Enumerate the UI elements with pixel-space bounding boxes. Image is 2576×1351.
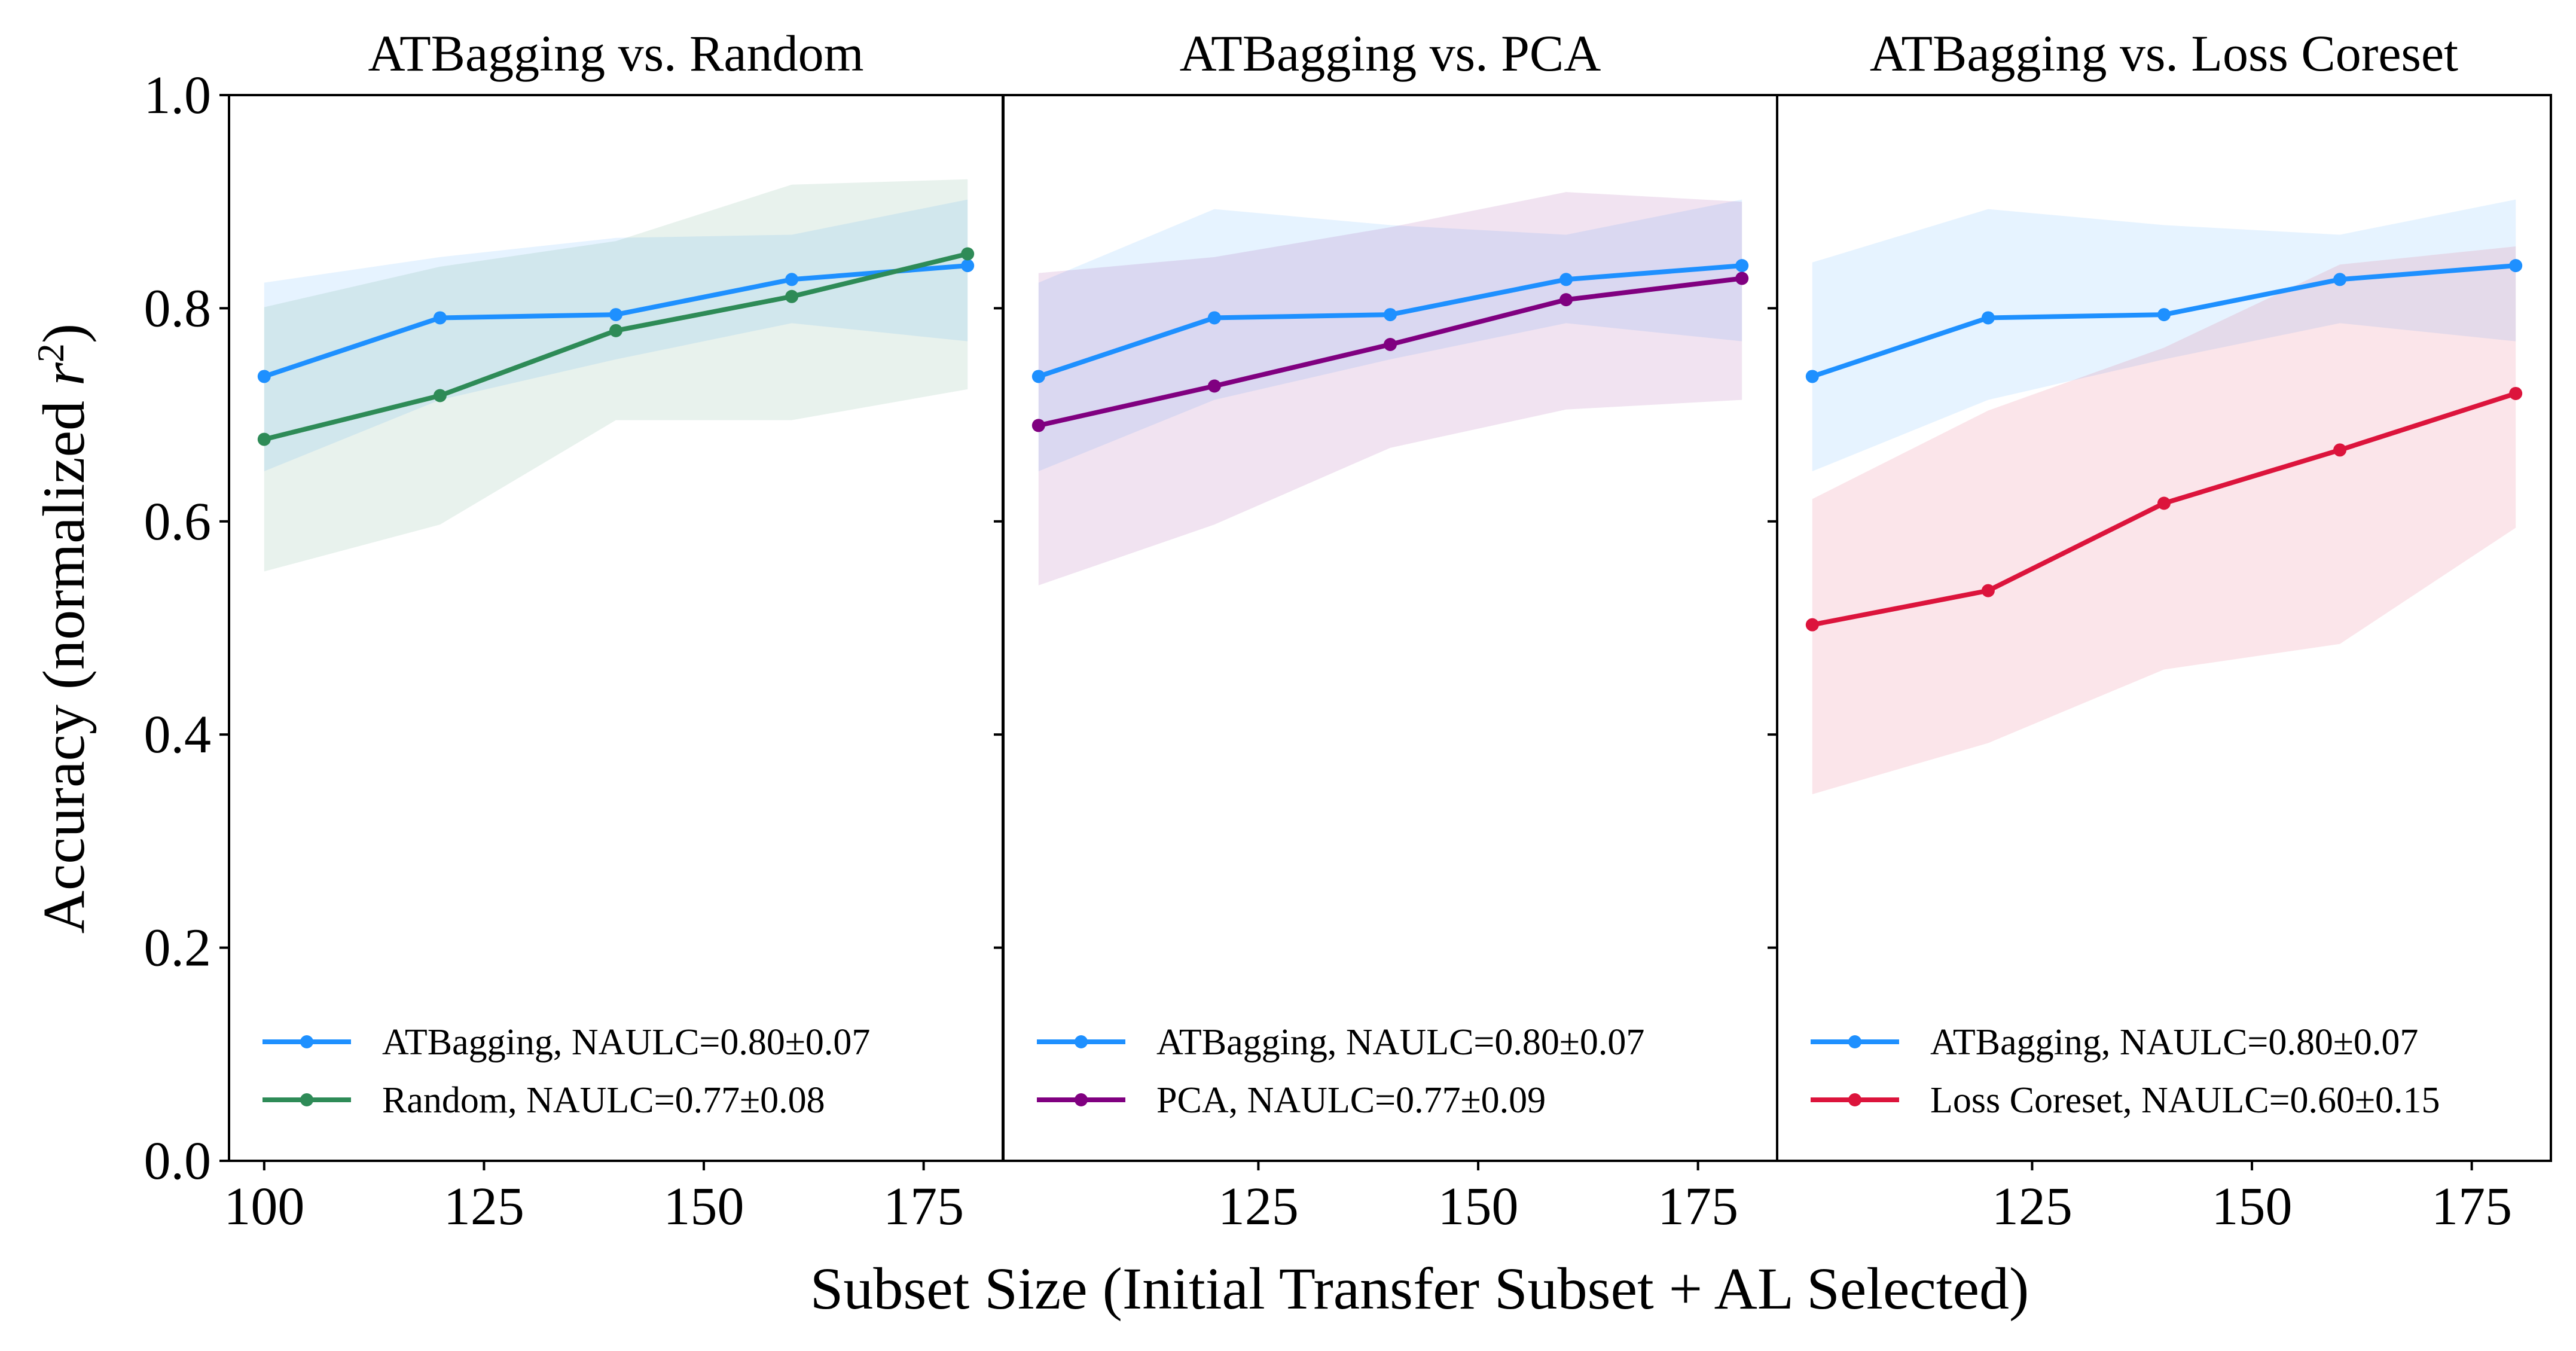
- panel-1: 0.0 0.2 0.4 0.6 0.8 1.0 100 125 150 175 ATBagging …: [144, 25, 1004, 1236]
- data-point-atbagging: [1735, 259, 1749, 273]
- x-axis-label: Subset Size (Initial Transfer Subset + A…: [810, 1255, 2029, 1322]
- data-point-loss-coreset: [1981, 584, 1995, 597]
- data-point-atbagging: [257, 370, 271, 383]
- data-point-loss-coreset: [2509, 386, 2523, 400]
- x-tick-label: 175: [883, 1177, 964, 1236]
- legend-marker-atbagging: [1075, 1035, 1088, 1048]
- legend-marker-loss-coreset: [1848, 1093, 1861, 1106]
- x-tick-label: 125: [1992, 1177, 2073, 1236]
- data-point-atbagging: [1805, 370, 1819, 383]
- data-point-atbagging: [2333, 273, 2347, 286]
- data-point-atbagging: [785, 273, 799, 286]
- data-point-loss-coreset: [2333, 443, 2347, 457]
- legend-label-atbagging: ATBagging, NAULC=0.80±0.07: [1156, 1022, 1644, 1063]
- data-point-random: [785, 289, 799, 303]
- legend-label-pca: PCA, NAULC=0.77±0.09: [1156, 1080, 1546, 1121]
- legend-label-atbagging: ATBagging, NAULC=0.80±0.07: [1930, 1022, 2418, 1063]
- data-point-random: [257, 432, 271, 446]
- legend-marker-atbagging: [300, 1035, 313, 1048]
- y-tick-label: 0.8: [144, 279, 212, 338]
- data-point-pca: [1207, 379, 1221, 393]
- confidence-band-atbagging: [1812, 199, 2516, 472]
- data-point-atbagging: [1981, 311, 1995, 325]
- data-point-atbagging: [1559, 273, 1573, 286]
- data-point-atbagging: [961, 259, 975, 273]
- y-axis-label: Accuracy (normalized r2): [29, 324, 97, 934]
- data-point-random: [961, 247, 975, 261]
- y-tick-label: 0.2: [144, 919, 212, 978]
- panel-title: ATBagging vs. Loss Coreset: [1870, 25, 2458, 82]
- legend-marker-random: [300, 1093, 313, 1106]
- x-tick-label: 125: [444, 1177, 524, 1236]
- data-point-loss-coreset: [1805, 618, 1819, 632]
- panel-2: 125 150 175 ATBagging vs. PCA ATBagging, NAU…: [994, 25, 1778, 1236]
- x-tick-label: 175: [1658, 1177, 1738, 1236]
- data-point-atbagging: [433, 311, 447, 325]
- data-point-pca: [1735, 272, 1749, 285]
- panel-3: 125 150 175 ATBagging vs. Loss Coreset ATBag…: [1768, 25, 2552, 1236]
- y-tick-label: 0.0: [144, 1132, 212, 1191]
- x-tick-label: 150: [664, 1177, 744, 1236]
- plot-frame: [1776, 94, 2552, 1162]
- panel-title: ATBagging vs. Random: [368, 25, 864, 82]
- y-tick-label: 0.4: [144, 705, 212, 764]
- data-point-atbagging: [1031, 370, 1045, 383]
- confidence-band-atbagging: [1038, 199, 1742, 472]
- legend-marker-atbagging: [1848, 1035, 1861, 1048]
- legend-label-loss-coreset: Loss Coreset, NAULC=0.60±0.15: [1930, 1080, 2440, 1121]
- confidence-band-pca: [1038, 192, 1742, 585]
- y-tick-label: 1.0: [144, 66, 212, 125]
- x-tick-label: 125: [1218, 1177, 1299, 1236]
- data-point-atbagging: [1207, 311, 1221, 325]
- x-tick-label: 100: [224, 1177, 304, 1236]
- data-point-pca: [1384, 337, 1397, 351]
- data-point-atbagging: [2157, 308, 2171, 322]
- legend-label-atbagging: ATBagging, NAULC=0.80±0.07: [382, 1022, 870, 1063]
- data-point-atbagging: [1384, 308, 1397, 322]
- data-point-pca: [1559, 293, 1573, 307]
- data-point-atbagging: [609, 308, 622, 322]
- x-tick-label: 150: [2212, 1177, 2293, 1236]
- data-point-atbagging: [2509, 259, 2523, 273]
- data-point-pca: [1031, 419, 1045, 432]
- x-tick-label: 175: [2431, 1177, 2512, 1236]
- panel-title: ATBagging vs. PCA: [1180, 25, 1601, 82]
- legend-marker-pca: [1075, 1093, 1088, 1106]
- legend-label-random: Random, NAULC=0.77±0.08: [382, 1080, 825, 1121]
- x-tick-label: 150: [1438, 1177, 1519, 1236]
- data-point-random: [433, 389, 447, 402]
- confidence-band-loss-coreset: [1812, 246, 2516, 794]
- data-point-random: [609, 324, 622, 337]
- data-point-loss-coreset: [2157, 496, 2171, 510]
- y-tick-label: 0.6: [144, 492, 212, 551]
